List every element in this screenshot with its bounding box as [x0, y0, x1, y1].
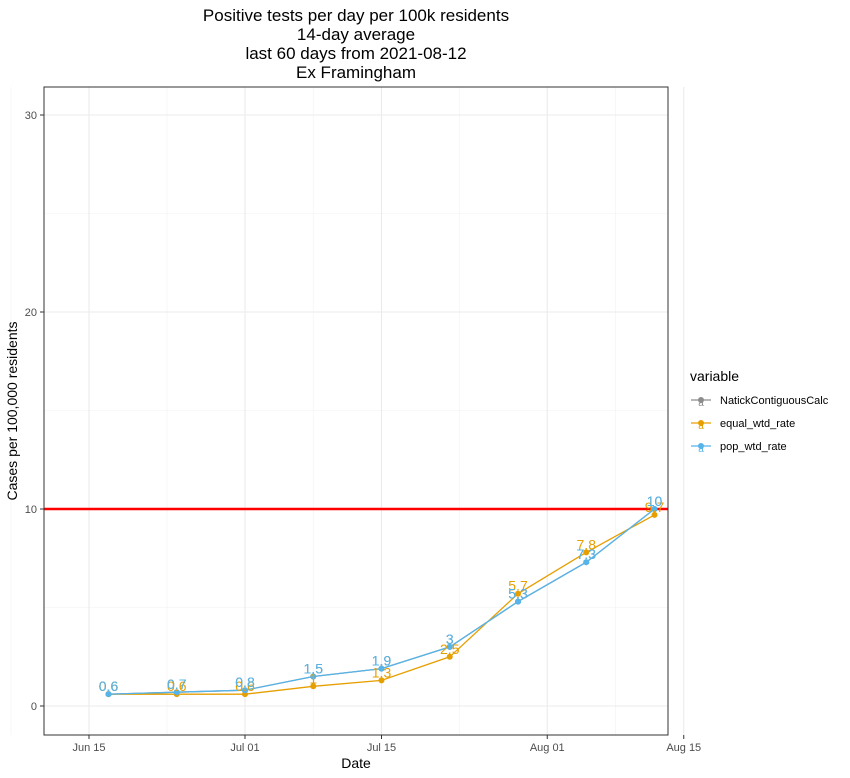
- data-point: [242, 687, 248, 694]
- x-tick-label: Aug 01: [530, 742, 565, 754]
- data-label: 0.6: [99, 678, 119, 694]
- data-label: 5.7: [508, 578, 528, 594]
- data-label: 10: [647, 493, 663, 509]
- data-label: 1.9: [372, 653, 392, 669]
- data-label: 0.7: [167, 676, 187, 692]
- legend-key-pop_wtd_rate: a: [691, 443, 711, 455]
- data-label: 5.3: [508, 586, 528, 602]
- x-tick-label: Jul 01: [230, 742, 259, 754]
- data-point: [173, 689, 180, 696]
- data-label: 0.8: [235, 674, 255, 690]
- data-point: [105, 691, 112, 698]
- data-point: [446, 653, 453, 660]
- legend-title: variable: [690, 368, 739, 384]
- data-label: 7.3: [577, 546, 597, 562]
- data-point: [310, 683, 317, 690]
- legend-label: pop_wtd_rate: [720, 441, 787, 453]
- data-point: [515, 590, 521, 597]
- data-label: 0.6: [99, 678, 119, 694]
- data-label: 0.7: [167, 676, 187, 692]
- legend-key-point: [698, 443, 704, 449]
- x-tick-label: Aug 15: [666, 742, 701, 754]
- data-point: [583, 549, 590, 556]
- chart-title-line-2: 14-day average: [297, 25, 415, 44]
- legend-key-text-glyph: a: [698, 444, 704, 455]
- chart-title-line-1: Positive tests per day per 100k resident…: [203, 6, 509, 25]
- legend: variable a NatickContiguousCalc a equal_wtd…: [690, 368, 829, 455]
- data-point: [378, 677, 385, 684]
- plot-panel: [44, 87, 668, 735]
- data-point: [583, 559, 590, 566]
- data-label: 0.8: [235, 674, 255, 690]
- series-pop_wtd_rate: [105, 506, 658, 698]
- legend-key-point: [698, 397, 704, 403]
- y-axis: 0 10 20 30: [25, 110, 44, 713]
- chart-title-line-4: Ex Framingham: [296, 63, 416, 82]
- legend-key-point: [698, 420, 704, 426]
- x-tick-label: Jul 15: [367, 742, 396, 754]
- data-point: [310, 673, 317, 680]
- y-tick-label: 0: [31, 701, 37, 713]
- data-label: 1.9: [372, 653, 392, 669]
- data-label: 3: [446, 631, 454, 647]
- data-label: 0.6: [167, 678, 187, 694]
- y-tick-label: 10: [25, 504, 37, 516]
- x-axis-title: Date: [341, 755, 371, 771]
- legend-key-equal_wtd_rate: a: [691, 420, 711, 432]
- data-label: 9.7: [645, 499, 665, 515]
- data-point: [651, 511, 658, 518]
- data-label: 1.5: [304, 660, 324, 676]
- data-point: [651, 506, 658, 512]
- series-layer: [105, 506, 658, 698]
- y-tick-label: 20: [25, 307, 37, 319]
- data-label: 3: [446, 631, 454, 647]
- legend-label: NatickContiguousCalc: [720, 395, 829, 407]
- data-label: 7.8: [577, 536, 597, 552]
- legend-key-NatickContiguousCalc: a: [691, 397, 711, 409]
- x-axis: Jun 15 Jul 01 Jul 15 Aug 01 Aug 15: [72, 735, 701, 754]
- data-label: 0.6: [99, 678, 119, 694]
- y-tick-label: 30: [25, 110, 37, 122]
- data-point: [378, 665, 385, 672]
- chart-title-line-3: last 60 days from 2021-08-12: [245, 44, 466, 63]
- chart-title: Positive tests per day per 100k resident…: [203, 6, 509, 82]
- data-label: 5.3: [508, 586, 528, 602]
- grid-minor: [10, 87, 668, 735]
- plot-border: [43, 86, 669, 736]
- data-point: [515, 598, 521, 605]
- data-label: 0.6: [235, 678, 255, 694]
- data-label: 10: [647, 493, 663, 509]
- data-label: 7.3: [577, 546, 597, 562]
- data-point: [446, 643, 453, 650]
- legend-key-text-glyph: a: [698, 421, 704, 432]
- x-tick-label: Jun 15: [72, 742, 105, 754]
- legend-key-text-glyph: a: [698, 398, 704, 409]
- data-label: 1.3: [372, 664, 392, 680]
- y-axis-title: Cases per 100,000 residents: [4, 322, 20, 501]
- legend-label: equal_wtd_rate: [720, 418, 795, 430]
- data-label: 1: [309, 670, 317, 686]
- data-label: 2.5: [440, 641, 460, 657]
- data-label: 1.5: [304, 660, 324, 676]
